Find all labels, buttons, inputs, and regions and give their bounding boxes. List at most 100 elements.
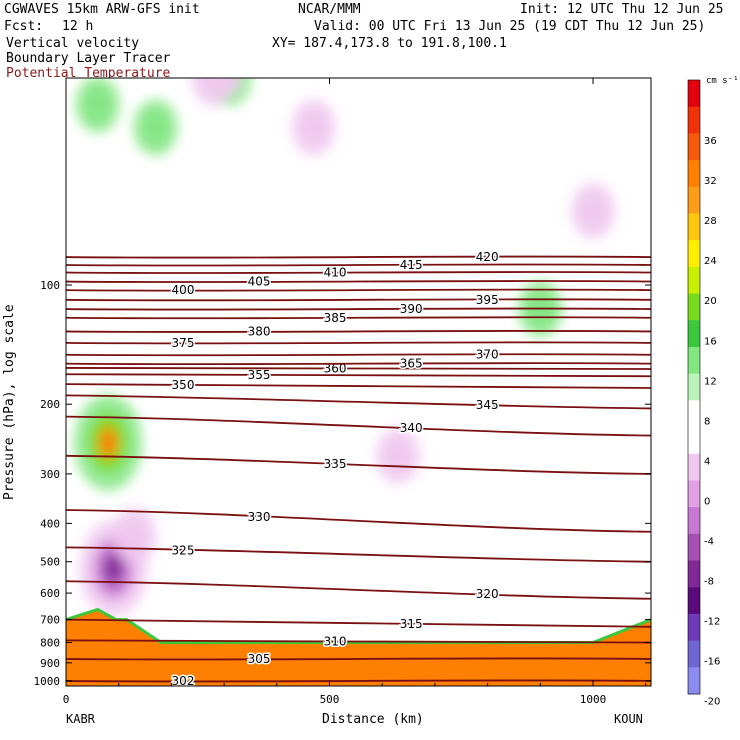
y-tick-label: 900 <box>40 657 60 670</box>
colorbar-swatch <box>688 427 700 455</box>
organization-label: NCAR/MMM <box>298 2 361 17</box>
colorbar-swatch <box>688 640 700 668</box>
theta-label: 302 <box>172 674 195 688</box>
field-boundary-layer-tracer: Boundary Layer Tracer <box>6 51 171 66</box>
colorbar-swatch <box>688 587 700 615</box>
colorbar-swatch <box>688 533 700 562</box>
theta-line <box>66 454 651 475</box>
colorbar-swatch <box>688 453 700 481</box>
colorbar-swatch <box>688 667 700 695</box>
theta-label: 350 <box>172 378 195 392</box>
theta-line <box>66 271 651 275</box>
y-tick-label: 700 <box>40 614 60 627</box>
theta-label: 340 <box>400 421 423 435</box>
plot-area <box>66 78 651 686</box>
y-tick-label: 800 <box>40 637 60 650</box>
theta-line <box>66 307 651 311</box>
tracer-fill <box>66 609 651 686</box>
velocity-cell-core <box>143 111 168 144</box>
theta-line <box>66 509 651 533</box>
theta-line <box>66 353 651 357</box>
colorbar: 36 32 28 24 20 16 12 8 4 0 -4 -8 -12 -16 -20 <box>687 79 720 708</box>
theta-label: 330 <box>248 510 271 524</box>
colorbar-label: 28 <box>704 216 717 227</box>
colorbar-swatch <box>688 266 700 295</box>
velocity-cell-core <box>386 439 411 472</box>
theta-line <box>66 263 651 267</box>
theta-label: 345 <box>476 398 499 412</box>
theta-line <box>66 329 651 333</box>
theta-line <box>66 288 651 292</box>
theta-label: 310 <box>324 634 347 648</box>
y-tick-label: 400 <box>40 517 60 530</box>
theta-label: 370 <box>476 348 499 362</box>
theta-label: 420 <box>476 250 499 264</box>
colorbar-label: 8 <box>704 416 710 427</box>
colorbar-label: -16 <box>704 657 720 668</box>
field-vertical-velocity: Vertical velocity <box>6 36 140 51</box>
theta-label: 320 <box>476 587 499 601</box>
theta-label: 305 <box>248 652 271 666</box>
theta-label: 385 <box>324 311 347 325</box>
y-tick-label: 100 <box>40 279 60 292</box>
colorbar-label: 36 <box>704 136 717 147</box>
colorbar-swatch <box>688 507 700 535</box>
colorbar-swatch <box>688 213 700 241</box>
theta-line <box>66 362 651 366</box>
theta-label: 380 <box>248 324 271 338</box>
colorbar-label: 24 <box>704 256 717 267</box>
plot-frame <box>65 77 652 687</box>
colorbar-swatch <box>688 293 700 321</box>
valid-time: Valid: 00 UTC Fri 13 Jun 25 (19 CDT Thu … <box>314 19 706 34</box>
colorbar-unit: cm s⁻¹ <box>706 76 739 86</box>
theta-line <box>66 341 651 345</box>
colorbar-label: -20 <box>704 697 720 708</box>
velocity-cell-peak <box>98 426 119 459</box>
y-tick-label: 500 <box>40 556 60 569</box>
colorbar-swatch <box>688 320 700 348</box>
theta-label: 335 <box>324 457 347 471</box>
theta-label: 390 <box>400 302 423 316</box>
colorbar-swatch <box>688 613 700 642</box>
x-endpoint-left: KABR <box>66 712 95 726</box>
theta-label: 400 <box>172 283 195 297</box>
colorbar-label: 32 <box>704 176 717 187</box>
velocity-cell-core <box>581 194 606 227</box>
theta-label: 325 <box>172 543 195 557</box>
theta-label: 315 <box>400 617 423 631</box>
theta-line <box>66 415 651 437</box>
colorbar-swatch <box>688 160 700 188</box>
colorbar-swatch <box>688 106 700 134</box>
theta-label: 375 <box>172 336 195 350</box>
x-endpoint-right: KOUN <box>614 712 643 726</box>
theta-label: 355 <box>248 368 271 382</box>
theta-label: 395 <box>476 293 499 307</box>
colorbar-label: -12 <box>704 617 720 628</box>
theta-line <box>66 679 651 683</box>
velocity-cell-core <box>85 88 110 121</box>
colorbar-label: -4 <box>704 537 714 548</box>
theta-line <box>66 298 651 302</box>
colorbar-swatch <box>688 133 700 161</box>
theta-line <box>66 280 651 284</box>
x-tick-label: 500 <box>320 693 340 706</box>
theta-line <box>66 657 651 661</box>
y-tick-label: 300 <box>40 468 60 481</box>
colorbar-label: 4 <box>704 456 710 467</box>
colorbar-label: 12 <box>704 376 717 387</box>
theta-line <box>66 639 651 644</box>
x-tick-label: 0 <box>63 693 70 706</box>
colorbar-label: 20 <box>704 296 717 307</box>
field-potential-temperature: Potential Temperature <box>6 66 171 81</box>
y-tick-label: 200 <box>40 398 60 411</box>
theta-label: 365 <box>400 357 423 371</box>
colorbar-swatch <box>688 346 700 375</box>
theta-line <box>66 383 651 389</box>
y-axis-title: Pressure (hPa), log scale <box>2 304 17 500</box>
velocity-shading <box>74 78 616 617</box>
colorbar-swatch <box>688 400 700 428</box>
y-tick-label: 1000 <box>34 675 61 688</box>
